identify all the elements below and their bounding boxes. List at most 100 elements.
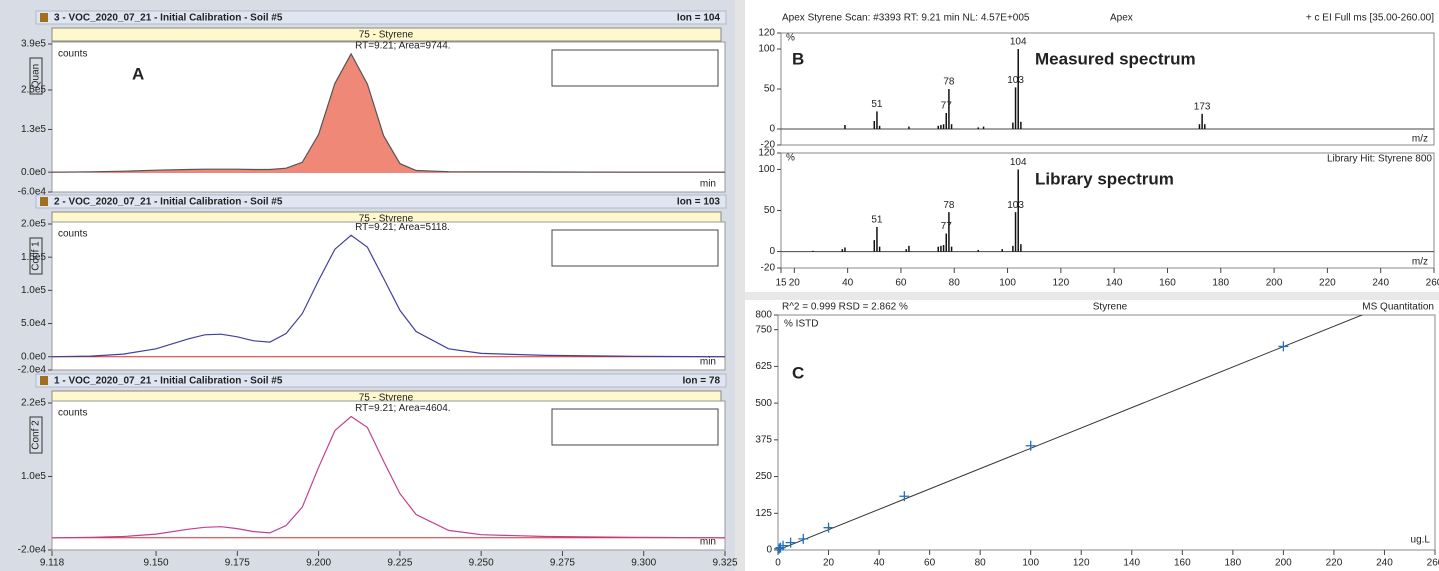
trace-line [51,415,726,539]
role-box [29,416,43,454]
y-tick-label: 2.2e5 [21,398,46,409]
calibration-point [798,533,809,544]
x-tick-label: 40 [874,558,886,569]
calibration-point [823,522,834,533]
x-tick-label: 9.150 [144,558,169,569]
y-tick-label: 625 [755,361,772,372]
y-tick-label: -6.0e4 [18,187,47,198]
role-label: Conf 1 [31,241,42,271]
x-unit: min [700,537,716,548]
y-tick-label: -2.0e4 [18,545,47,556]
ion-label: Ion = 78 [682,376,720,387]
compound-name: 75 - Styrene [359,30,414,41]
x-tick-label: 15 [775,278,787,289]
y-unit: % [786,33,795,44]
x-tick-label: 20 [823,558,835,569]
x-tick-label: 200 [1266,278,1283,289]
y-tick-label: 375 [755,434,772,445]
y-tick-label: 100 [758,164,775,175]
y-tick-label: 5.0e4 [21,318,46,329]
x-tick-label: 20 [789,278,801,289]
trace-header-title: 2 - VOC_2020_07_21 - Initial Calibration… [54,197,283,208]
y-tick-label: 2.0e5 [21,219,46,230]
x-tick-label: 220 [1319,278,1336,289]
y-tick-label: 125 [755,508,772,519]
y-tick-label: 0 [769,246,775,257]
peak-label: 104 [1010,37,1027,48]
peak-label: 77 [941,221,953,232]
y-unit: counts [58,229,87,240]
x-tick-label: 120 [1053,278,1070,289]
x-tick-label: 9.300 [631,558,656,569]
spectrum-area [780,32,1435,146]
y-tick-label: 3.9e5 [21,39,46,50]
x-tick-label: 9.200 [306,558,331,569]
calibration-point [1025,440,1036,451]
peak-label: 78 [943,200,955,211]
calibration-area [777,314,1436,551]
y-tick-label: 120 [758,148,775,159]
library-hit: Library Hit: Styrene 800 [1327,154,1432,165]
x-tick-label: 220 [1326,558,1343,569]
x-tick-label: 60 [924,558,936,569]
x-unit: m/z [1412,134,1428,145]
calibration-stats: R^2 = 0.999 RSD = 2.862 % [782,302,908,313]
x-tick-label: 160 [1174,558,1191,569]
spectrum-caption: Library spectrum [1035,169,1174,188]
x-tick-label: 9.118 [40,558,65,569]
x-tick-label: 9.175 [225,558,250,569]
trace-header-title: 3 - VOC_2020_07_21 - Initial Calibration… [54,13,283,24]
scan-filter: + c EI Full ms [35.00-260.00] [1306,13,1434,24]
x-unit: min [700,357,716,368]
y-tick-label: 50 [764,205,776,216]
fit-line [778,315,1364,550]
y-tick-label: 1.3e5 [21,124,46,135]
trace-line [51,52,725,173]
ion-label: Ion = 103 [677,197,721,208]
x-tick-label: 200 [1275,558,1292,569]
calibration-point [778,540,789,551]
x-tick-label: 180 [1212,278,1229,289]
y-tick-label: 1.0e5 [21,471,46,482]
x-tick-label: 240 [1372,278,1389,289]
trace-line [51,234,726,358]
ion-label: Ion = 104 [677,13,721,24]
peak-label: 78 [943,77,955,88]
x-unit: min [700,179,716,190]
x-tick-label: 260 [1426,278,1439,289]
header-icon [40,376,48,385]
y-tick-label: -2.0e4 [18,365,47,376]
x-tick-label: 180 [1225,558,1242,569]
x-tick-label: 40 [842,278,854,289]
peak-annotation: RT=9.21; Area=4604. [355,403,450,414]
peak-label: 77 [941,101,953,112]
header-icon [40,197,48,206]
apex-label: Apex [1110,13,1133,24]
role-box [29,57,43,95]
panel-letter: A [132,64,144,83]
x-tick-label: 100 [999,278,1016,289]
y-tick-label: 1.0e5 [21,285,46,296]
x-tick-label: 80 [975,558,987,569]
y-tick-label: 2.5e5 [21,85,46,96]
calibration-method: MS Quantitation [1362,302,1434,313]
calibration-point [775,542,786,553]
peak-label: 173 [1194,101,1211,112]
y-tick-label: 120 [758,28,775,39]
y-unit: % [786,153,795,164]
divider [745,292,1439,300]
calibration-point [1278,341,1289,352]
calibration-point [785,537,796,548]
peak-label: 103 [1007,75,1024,86]
y-tick-label: 50 [764,84,776,95]
peak-area [52,53,725,173]
y-tick-label: 0.0e0 [21,351,46,362]
y-tick-label: 100 [758,44,775,55]
x-tick-label: 100 [1022,558,1039,569]
x-tick-label: 9.325 [712,558,737,569]
thumbnail [551,49,719,87]
x-tick-label: 80 [949,278,961,289]
y-tick-label: 500 [755,398,772,409]
